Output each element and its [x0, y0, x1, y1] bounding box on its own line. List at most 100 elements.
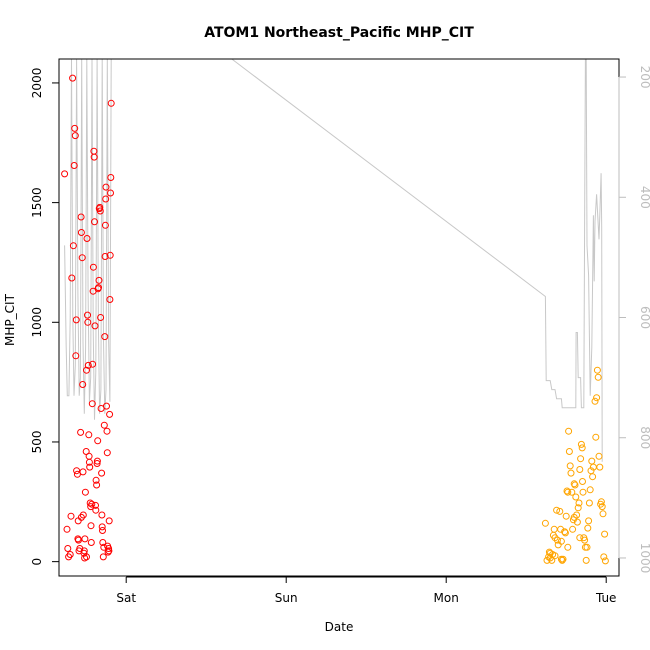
series-1-point: [67, 512, 75, 520]
series-2-point: [558, 556, 566, 564]
series-1-point: [90, 153, 98, 161]
series-1-point: [102, 183, 110, 191]
y-tick-label: 1500: [30, 187, 44, 218]
series-2-point: [575, 499, 583, 507]
series-1-point: [81, 535, 89, 543]
y-tick-label: 0: [30, 558, 44, 566]
series-2-point: [574, 504, 582, 512]
series-2-point: [576, 534, 584, 542]
series-1-point: [78, 254, 86, 262]
series-2-point: [553, 536, 561, 544]
series-2-point: [561, 529, 569, 537]
series-1-point: [103, 449, 111, 457]
series-1-point: [73, 467, 81, 475]
series-1-point: [93, 460, 101, 467]
series-1-point: [96, 203, 104, 211]
series-1-point: [96, 207, 104, 215]
y2-tick-label: 200: [638, 66, 650, 89]
series-1-point: [89, 360, 97, 368]
series-2-point: [570, 480, 578, 488]
series-1-point: [97, 314, 105, 321]
series-1-point: [94, 437, 102, 445]
series-2-point: [596, 463, 604, 471]
series-2-point: [565, 427, 573, 435]
series-1-point: [87, 522, 95, 530]
series-2-point: [564, 488, 572, 496]
series-2-point: [576, 466, 584, 473]
y-tick-label: 1000: [30, 307, 44, 338]
y-axis: 0 500 1000 1500 2000: [30, 68, 60, 566]
series-1-point: [70, 162, 78, 169]
series-2-point: [595, 452, 603, 460]
series-1-point: [106, 296, 114, 303]
series-1-point: [104, 548, 112, 556]
series-2-point: [553, 506, 561, 514]
series-1-point: [84, 318, 92, 326]
series-1-point: [105, 545, 113, 552]
series-1-point: [87, 539, 95, 546]
series-1-point: [85, 431, 93, 439]
series-1-point: [88, 400, 96, 408]
series-1-point: [107, 189, 114, 197]
plot-area: [61, 59, 609, 565]
series-2-point: [592, 433, 600, 441]
series-1-point: [92, 506, 100, 514]
x-tick-label: Tue: [595, 591, 617, 605]
series-2-point: [585, 517, 593, 525]
series-1-point: [105, 517, 113, 525]
series-2-point: [579, 488, 587, 496]
series-2-point: [566, 462, 574, 470]
series-2-point: [584, 524, 592, 532]
y2-tick-label: 400: [638, 186, 650, 209]
series-1-point: [95, 276, 103, 284]
series-1-point: [79, 468, 87, 476]
series-1-point: [102, 195, 110, 203]
series-2-point: [593, 366, 601, 374]
series-1-point: [99, 527, 106, 534]
y-tick-label: 500: [30, 431, 44, 454]
series-2-point: [594, 373, 602, 381]
series-1-point: [91, 322, 99, 330]
series-1-point: [88, 500, 96, 508]
x-axis-label: Date: [325, 620, 354, 634]
y-tick-label: 2000: [30, 68, 44, 99]
series-2-point: [577, 440, 585, 448]
series-2-point: [557, 537, 565, 545]
series-1-point: [107, 99, 115, 107]
series-1-point: [73, 470, 81, 478]
series-2-point: [597, 498, 605, 506]
y2-tick-label: 600: [638, 306, 650, 329]
series-1-point: [66, 551, 74, 558]
series-1-point: [89, 263, 97, 271]
series-2-point: [563, 487, 571, 495]
series-1-point: [84, 361, 92, 369]
series-2-point: [572, 493, 580, 501]
series-2-point: [551, 534, 559, 542]
series-2-point: [567, 469, 575, 477]
right-depth-axis: 200 400 600 800 1000: [618, 66, 650, 573]
series-1-point: [72, 352, 80, 360]
series-1-point: [91, 218, 98, 226]
series-1-point: [93, 481, 101, 489]
series-1-point: [100, 543, 108, 551]
series-2-point: [569, 525, 577, 533]
series-1-point: [64, 545, 72, 552]
series-1-point: [81, 488, 89, 496]
series-1-point: [101, 333, 109, 341]
series-1-point: [69, 74, 77, 82]
series-2-point: [573, 511, 581, 519]
series-1-point: [84, 311, 91, 319]
series-1-point: [83, 235, 91, 242]
series-1-point: [92, 501, 99, 509]
series-2-point: [601, 530, 609, 538]
series-2-point: [541, 519, 549, 527]
series-1-point: [103, 427, 111, 435]
series-1-point: [61, 170, 69, 178]
series-2-point: [577, 455, 585, 463]
series-1-point: [71, 124, 79, 132]
series-1-point: [105, 547, 113, 555]
series-2-point: [598, 503, 606, 511]
series-2-point: [601, 557, 609, 565]
series-1-point: [99, 553, 107, 561]
